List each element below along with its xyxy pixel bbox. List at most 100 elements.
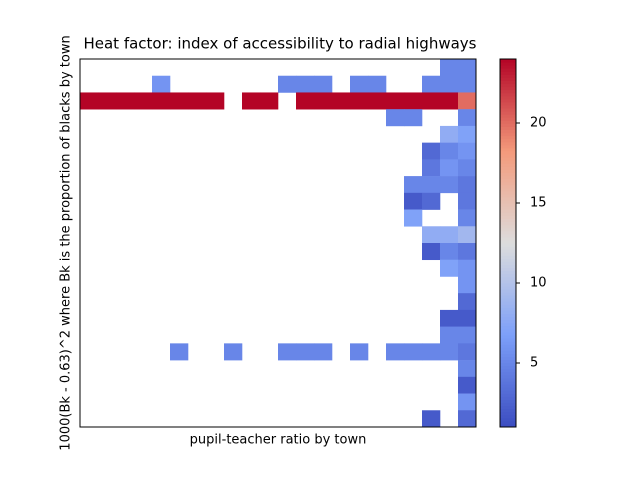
heat-cell [386,343,405,361]
heat-cell [314,343,333,361]
heat-cell [98,92,117,110]
heat-cell [386,92,405,110]
heat-cell [458,309,477,327]
heat-cell [350,75,369,93]
heat-cell [152,92,171,110]
colorbar-segment [500,322,516,327]
heat-cell [278,75,297,93]
colorbar-segment [500,359,516,364]
heat-cell [440,243,459,261]
colorbar-segment [500,108,516,112]
colorbar-segment [500,307,516,311]
heat-cell [458,125,477,143]
heat-cell [458,59,477,77]
colorbar-segment [500,365,516,370]
colorbar-segment [500,166,516,170]
colorbar-segment [500,396,516,400]
heat-cell [224,343,243,361]
heat-cell [296,92,315,110]
colorbar-segment [500,384,516,388]
colorbar-segment [500,347,516,351]
heat-cell [458,293,477,311]
colorbar-segment [500,371,516,376]
heat-cell [404,176,423,194]
colorbar-segment [500,243,516,247]
colorbar-segment [500,59,516,63]
colorbar-segment [500,344,516,348]
heat-cell [440,326,459,344]
heat-cell [458,276,477,294]
colorbar-segment [500,114,516,118]
heat-cell [440,75,459,93]
colorbar-segment [500,65,516,69]
colorbar-segment [500,335,516,339]
heat-cell [440,343,459,361]
colorbar-segment [500,301,516,305]
colorbar-segment [500,197,516,201]
colorbar-segment [500,101,516,106]
colorbar-segment [500,151,516,155]
heat-cell [206,92,225,110]
colorbar-segment [500,129,516,134]
colorbar-segment [500,304,516,308]
heat-cell [458,209,477,227]
colorbar-segment [500,387,516,391]
heat-cell [116,92,135,110]
colorbar-segment [500,285,516,290]
heat-cell [368,92,387,110]
colorbar-segment [500,261,516,265]
heat-cell [458,109,477,127]
heat-cell [80,92,99,110]
heat-cell [188,92,207,110]
colorbar-segment [500,120,516,124]
colorbar-segment [500,319,516,324]
colorbar-segment [500,252,516,256]
colorbar-segment [500,377,516,382]
heat-cell [422,92,441,110]
colorbar-segment [500,230,516,235]
colorbar-segment [500,221,516,226]
colorbar-segment [500,178,516,183]
heat-cell [350,343,369,361]
heat-cell [314,92,333,110]
heat-cell [404,109,423,127]
colorbar-segment [500,310,516,315]
colorbar-segment [500,282,516,287]
colorbar-segment [500,405,516,410]
heat-cell [422,226,441,244]
colorbar-segment [500,86,516,91]
colorbar-segment [500,331,516,336]
heat-cell [422,192,441,210]
colorbar-segment [500,341,516,345]
colorbar-segment [500,187,516,192]
colorbar-segment [500,181,516,186]
colorbar-segment [500,289,516,293]
heat-cell [440,176,459,194]
colorbar-segment [500,224,516,229]
heat-cell [458,75,477,93]
heat-cell [296,75,315,93]
heat-cell [458,393,477,411]
colorbar-segment [500,313,516,318]
colorbar-segment [500,92,516,97]
colorbar-segment [500,325,516,330]
colorbar-segment [500,160,516,164]
colorbar-segment [500,255,516,259]
colorbar-segment [500,218,516,223]
heat-cell [458,192,477,210]
heat-cell [458,343,477,361]
colorbar-segment [500,105,516,109]
colorbar-segment [500,423,516,428]
heat-cell [440,309,459,327]
colorbar-segment [500,381,516,385]
colorbar-segment [500,399,516,403]
colorbar-segment [500,353,516,357]
colorbar-segment [500,98,516,103]
colorbar-segment [500,135,516,140]
heat-cell [314,75,333,93]
heat-cell [170,92,189,110]
heat-cell [440,59,459,77]
colorbar-segment [500,267,516,272]
heat-cell [440,259,459,277]
colorbar-segment [500,147,516,152]
